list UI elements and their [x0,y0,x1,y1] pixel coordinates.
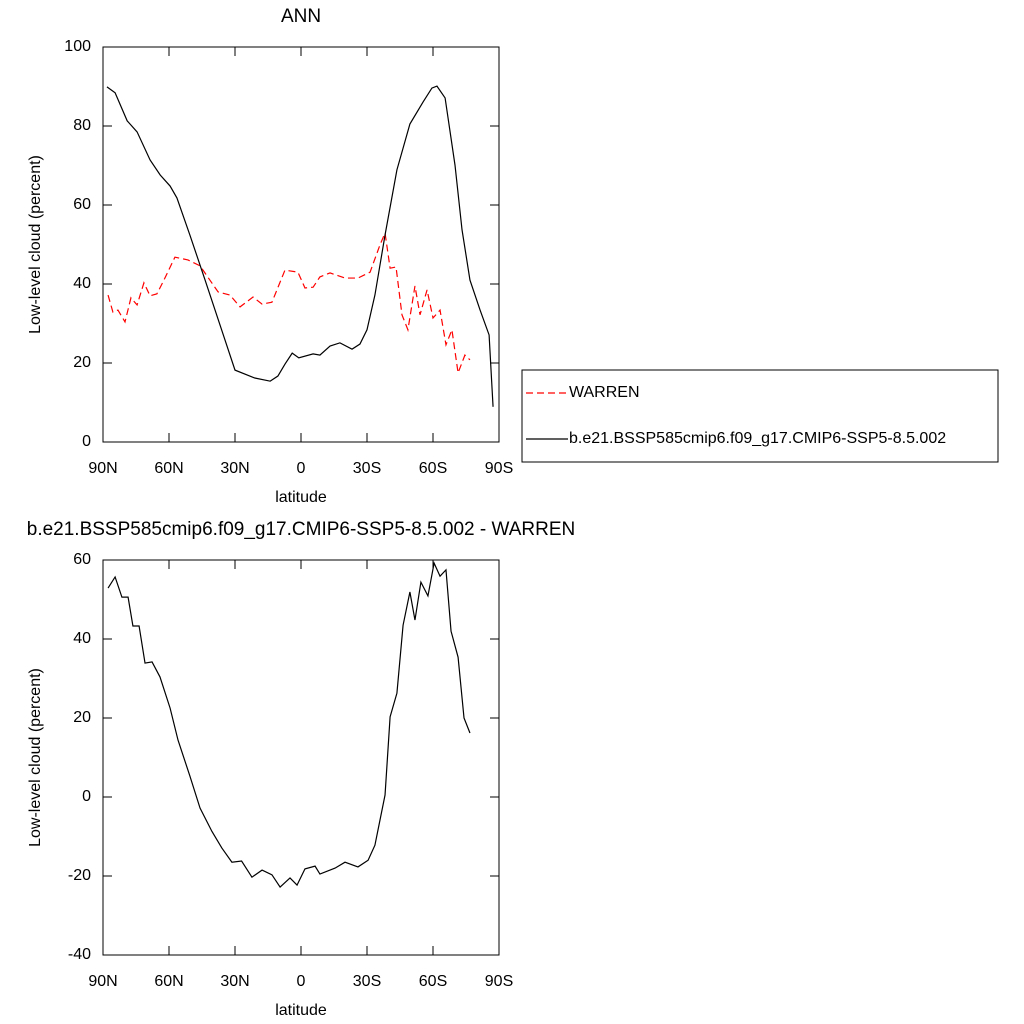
plot-frame [102,46,500,443]
y-tick-label: 0 [82,788,91,805]
chart-title: ANN [281,6,321,27]
y-tick-label: 40 [73,630,91,647]
legend-box [521,369,999,463]
x-axis-label: latitude [275,489,327,506]
x-tick-label: 90S [485,973,513,990]
x-tick-label: 60S [419,460,447,477]
x-tick-label: 90N [88,460,117,477]
y-tick-label: 20 [73,709,91,726]
x-tick-label: 30S [353,460,381,477]
x-tick-label: 0 [297,460,306,477]
x-tick-label: 90N [88,973,117,990]
data-line [107,561,471,888]
y-tick-label: 100 [64,38,91,55]
x-tick-label: 60N [154,460,183,477]
x-tick-label: 90S [485,460,513,477]
y-axis-label: Low-level cloud (percent) [27,668,44,847]
y-tick-label: 80 [73,117,91,134]
y-tick-label: -20 [68,867,91,884]
x-axis-label: latitude [275,1002,327,1019]
y-tick-label: 60 [73,551,91,568]
data-line [106,85,494,407]
y-tick-label: 20 [73,354,91,371]
x-tick-label: 60S [419,973,447,990]
plot-frame [102,559,500,956]
y-tick-label: 40 [73,275,91,292]
y-axis-label: Low-level cloud (percent) [27,155,44,334]
x-tick-label: 30N [220,973,249,990]
x-tick-label: 30N [220,460,249,477]
legend-label: WARREN [569,384,640,401]
y-tick-label: -40 [68,946,91,963]
legend-label: b.e21.BSSP585cmip6.f09_g17.CMIP6-SSP5-8.… [569,430,946,447]
chart-title: b.e21.BSSP585cmip6.f09_g17.CMIP6-SSP5-8.… [27,519,575,540]
y-tick-label: 60 [73,196,91,213]
x-tick-label: 0 [297,973,306,990]
x-tick-label: 30S [353,973,381,990]
data-line [107,230,471,376]
x-tick-label: 60N [154,973,183,990]
y-tick-label: 0 [82,433,91,450]
